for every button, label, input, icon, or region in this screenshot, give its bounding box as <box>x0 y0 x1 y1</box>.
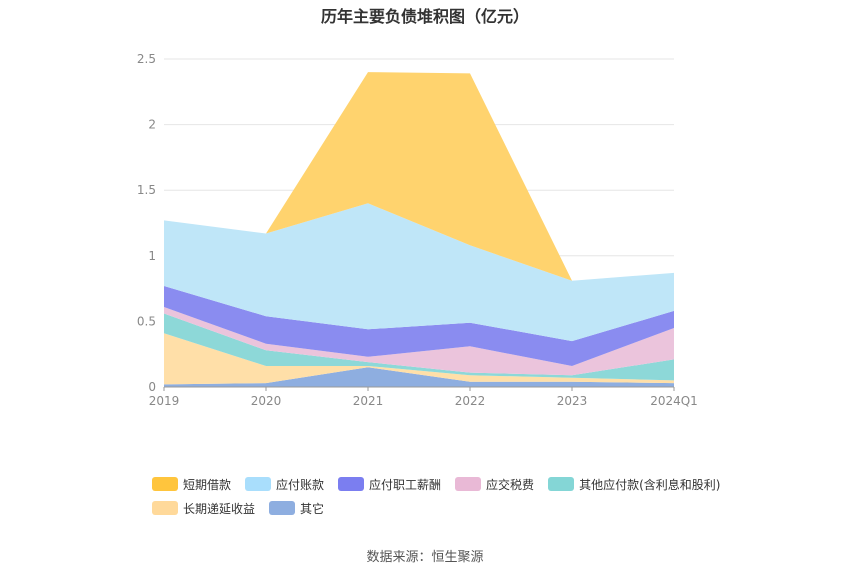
legend-swatch <box>338 477 365 491</box>
legend-label: 短期借款 <box>183 477 232 492</box>
x-tick-label: 2024Q1 <box>650 394 698 408</box>
y-tick-label: 2 <box>148 118 156 132</box>
area-series <box>164 72 674 281</box>
x-tick-label: 2021 <box>353 394 384 408</box>
area-series <box>164 333 674 385</box>
legend-swatch <box>245 477 272 491</box>
legend-label: 长期递延收益 <box>183 501 256 516</box>
y-tick-label: 0.5 <box>137 314 156 328</box>
legend-item[interactable]: 长期递延收益 <box>152 500 255 517</box>
legend-item[interactable]: 其他应付款(含利息和股利) <box>548 476 720 493</box>
data-source: 数据来源：恒生聚源 <box>366 550 484 565</box>
legend-row-2: 长期递延收益 其它 <box>152 496 752 520</box>
legend-swatch <box>548 477 575 491</box>
y-tick-label: 0 <box>148 380 156 394</box>
x-tick-label: 2020 <box>251 394 282 408</box>
legend-item[interactable]: 应付账款 <box>245 476 324 493</box>
legend-item[interactable]: 应付职工薪酬 <box>338 476 441 493</box>
legend-swatch <box>269 501 296 515</box>
chart-title: 历年主要负债堆积图（亿元） <box>320 7 529 26</box>
area-series <box>164 203 674 342</box>
legend-label: 应付账款 <box>276 477 325 492</box>
area-series <box>164 367 674 387</box>
legend-label: 其他应付款(含利息和股利) <box>579 477 721 492</box>
y-tick-label: 1.5 <box>137 183 156 197</box>
legend-swatch <box>152 501 178 515</box>
legend-swatch <box>152 477 178 491</box>
legend-item[interactable]: 其它 <box>269 500 324 517</box>
legend-label: 应交税费 <box>486 477 535 492</box>
area-series <box>164 307 674 376</box>
legend-swatch <box>455 477 482 491</box>
chart-legend: 短期借款 应付账款 应付职工薪酬 应交税费 其他应付款(含利息和股利) 长期递延… <box>152 472 752 520</box>
stacked-area-chart: 0 0.5 1 1.5 2 2.5 2019 2020 2021 2022 2023 2024Q1 <box>137 52 698 408</box>
legend-item[interactable]: 短期借款 <box>152 476 231 493</box>
legend-row-1: 短期借款 应付账款 应付职工薪酬 应交税费 其他应付款(含利息和股利) <box>152 472 752 496</box>
x-tick-label: 2019 <box>149 394 180 408</box>
legend-item[interactable]: 应交税费 <box>455 476 534 493</box>
area-series <box>164 313 674 381</box>
y-tick-label: 1 <box>148 249 156 263</box>
legend-label: 其它 <box>300 501 325 516</box>
y-tick-label: 2.5 <box>137 52 156 66</box>
x-tick-label: 2022 <box>455 394 486 408</box>
x-tick-label: 2023 <box>557 394 588 408</box>
legend-label: 应付职工薪酬 <box>369 477 442 492</box>
